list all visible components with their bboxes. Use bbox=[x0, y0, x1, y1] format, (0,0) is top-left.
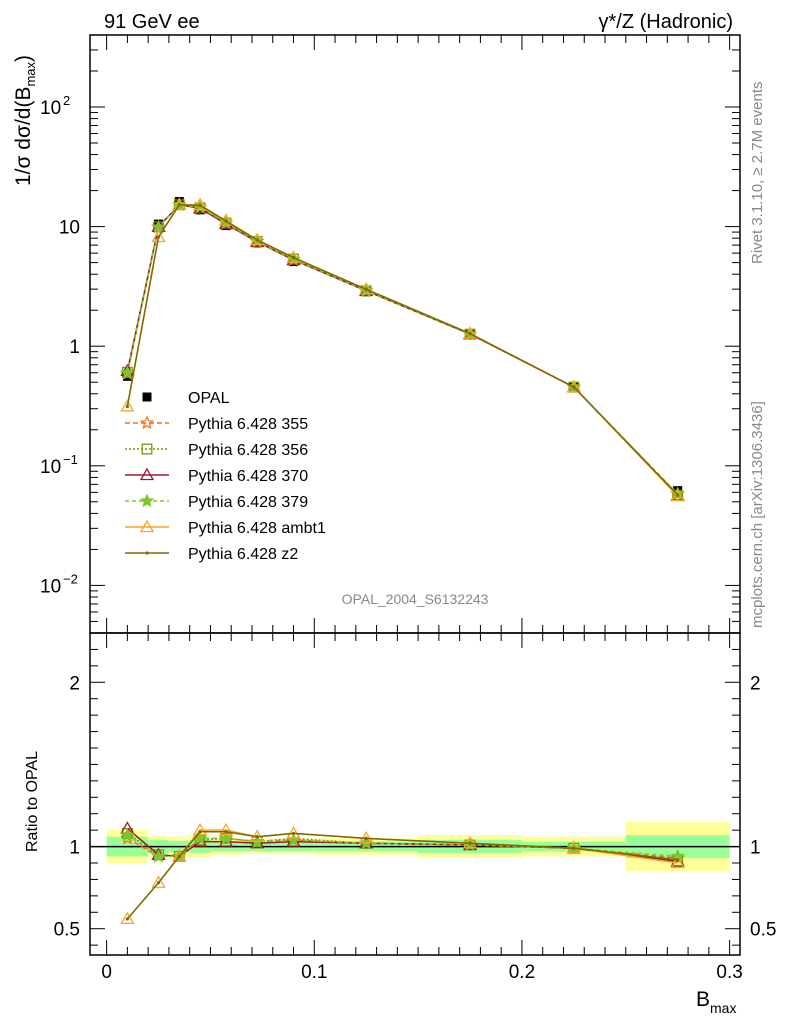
legend-label: Pythia 6.428 370 bbox=[188, 468, 308, 485]
main-series-marker bbox=[291, 255, 296, 260]
main-series-marker bbox=[151, 229, 166, 243]
ratio-y-tick-label-left: 2 bbox=[69, 673, 80, 694]
legend-label: Pythia 6.428 356 bbox=[188, 442, 308, 459]
legend-marker bbox=[139, 519, 155, 533]
legend-item-series-1: Pythia 6.428 356 bbox=[125, 442, 308, 459]
main-series-marker bbox=[224, 219, 228, 223]
main-y-tick-label: 10 2 bbox=[40, 93, 70, 119]
analysis-watermark: OPAL_2004_S6132243 bbox=[342, 591, 489, 607]
ratio-series-marker bbox=[151, 875, 166, 888]
ratio-series-marker bbox=[120, 911, 135, 925]
main-y-tick-label: 1 bbox=[69, 337, 80, 358]
main-series-marker bbox=[156, 235, 161, 239]
legend-marker bbox=[139, 415, 155, 430]
ratio-y-tick-label-left: 1 bbox=[69, 838, 80, 859]
ratio-series-marker bbox=[468, 841, 472, 845]
rivet-version-label: Rivet 3.1.10, ≥ 2.7M events bbox=[749, 82, 766, 265]
ratio-y-tick-label-left: 0.5 bbox=[54, 920, 80, 941]
ratio-plot-frame bbox=[89, 632, 741, 956]
ratio-series-marker bbox=[177, 854, 181, 859]
ratio-series-marker bbox=[151, 848, 166, 863]
main-series-marker bbox=[172, 197, 187, 210]
x-tick-label: 0.3 bbox=[716, 962, 742, 983]
legend-marker-opal bbox=[142, 392, 152, 402]
main-series-marker bbox=[676, 493, 680, 497]
main-series-marker bbox=[120, 399, 135, 412]
ratio-series-marker bbox=[156, 881, 161, 885]
ratio-series-marker bbox=[676, 858, 680, 862]
ratio-series-marker bbox=[291, 831, 296, 836]
legend-item-series-4: Pythia 6.428 ambt1 bbox=[125, 519, 326, 537]
ratio-series-marker bbox=[218, 822, 234, 836]
main-series-marker bbox=[468, 331, 472, 336]
ratio-series-marker bbox=[670, 855, 685, 869]
axes-layer: 0 0.1 0.2 0.3 10 −2 10 −1 1 10 10 2 0.5 0.5 1 1 2 2 bbox=[40, 34, 776, 983]
legend-label: Pythia 6.428 355 bbox=[188, 416, 308, 433]
main-series-layer bbox=[120, 197, 685, 502]
main-series-marker bbox=[192, 197, 208, 211]
ratio-series-marker bbox=[120, 827, 135, 842]
main-series-marker bbox=[670, 488, 685, 502]
ratio-y-tick-label-right: 0.5 bbox=[750, 920, 776, 941]
main-y-axis-label: 1/σ dσ/d(Bmax) bbox=[12, 55, 38, 186]
legend-label: Pythia 6.428 ambt1 bbox=[188, 520, 326, 537]
x-axis-label: Bmax bbox=[696, 988, 736, 1016]
ratio-series-marker bbox=[198, 830, 202, 834]
legend-marker bbox=[139, 493, 155, 508]
ratio-series-marker bbox=[192, 822, 208, 836]
legend-marker bbox=[141, 443, 153, 455]
legend-item-series-2: Pythia 6.428 370 bbox=[125, 467, 308, 485]
ratio-series-5 bbox=[125, 830, 680, 921]
header-left-title: 91 GeV ee bbox=[104, 11, 200, 33]
main-series-marker bbox=[255, 238, 259, 242]
legend-item-series-5: Pythia 6.428 z2 bbox=[125, 546, 298, 563]
legend-label: Pythia 6.428 z2 bbox=[188, 546, 298, 563]
ratio-series-layer bbox=[120, 821, 685, 925]
ratio-series-marker bbox=[224, 830, 228, 834]
legend-item-opal: OPAL bbox=[142, 390, 230, 407]
main-series-marker bbox=[120, 365, 135, 379]
main-plot-frame bbox=[89, 34, 741, 634]
main-y-tick-label: 10 bbox=[59, 218, 80, 239]
ratio-y-axis-label: Ratio to OPAL bbox=[24, 751, 41, 852]
legend-item-series-0: Pythia 6.428 355 bbox=[125, 415, 308, 433]
main-series-marker bbox=[177, 203, 181, 207]
legend-marker bbox=[145, 551, 149, 555]
legend-marker bbox=[139, 467, 155, 481]
ratio-series-marker bbox=[572, 846, 576, 850]
legend-item-series-3: Pythia 6.428 379 bbox=[125, 493, 308, 511]
main-y-tick-label: 10 −2 bbox=[40, 571, 78, 597]
mcplots-source-label: mcplots.cern.ch [arXiv:1306.3436] bbox=[749, 401, 766, 628]
main-y-tick-label: 10 −1 bbox=[40, 452, 78, 478]
main-series-marker bbox=[125, 404, 129, 409]
ratio-series-marker bbox=[218, 830, 234, 845]
header-right-title: γ*/Z (Hadronic) bbox=[599, 11, 733, 33]
main-series-marker bbox=[250, 232, 265, 246]
x-tick-label: 0.1 bbox=[301, 962, 327, 983]
ratio-series-marker bbox=[286, 826, 301, 839]
legend-label-opal: OPAL bbox=[188, 390, 230, 407]
legend-label: Pythia 6.428 379 bbox=[188, 494, 308, 511]
ratio-series-marker bbox=[172, 849, 187, 862]
x-tick-label: 0.2 bbox=[509, 962, 535, 983]
ratio-series-marker bbox=[255, 835, 259, 839]
main-series-marker bbox=[364, 287, 368, 291]
ratio-series-marker bbox=[125, 917, 129, 921]
legend: OPAL Pythia 6.428 355 Pythia 6.428 356 Pyth… bbox=[125, 390, 326, 563]
ratio-y-tick-label-right: 2 bbox=[750, 673, 761, 694]
x-tick-label: 0 bbox=[101, 962, 112, 983]
ratio-y-tick-label-right: 1 bbox=[750, 838, 761, 859]
main-series-marker bbox=[198, 203, 202, 208]
main-series-5 bbox=[125, 203, 680, 497]
ratio-series-marker bbox=[364, 836, 368, 840]
main-series-marker bbox=[572, 385, 576, 389]
